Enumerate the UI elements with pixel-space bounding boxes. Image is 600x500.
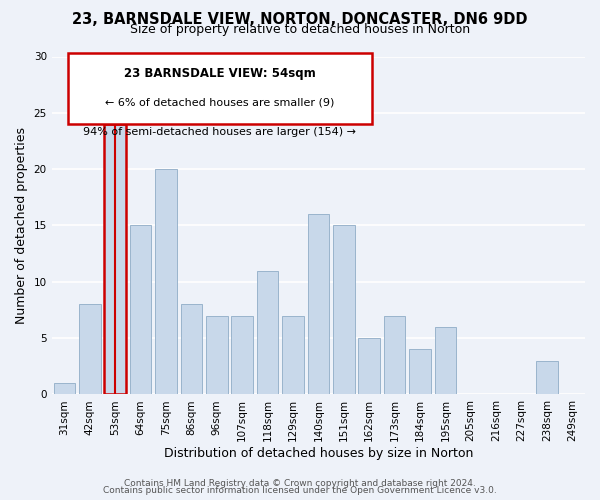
FancyBboxPatch shape bbox=[68, 53, 371, 124]
Bar bbox=[384, 316, 406, 394]
Bar bbox=[79, 304, 101, 394]
Bar bbox=[536, 360, 557, 394]
Bar bbox=[206, 316, 227, 394]
Text: Contains public sector information licensed under the Open Government Licence v3: Contains public sector information licen… bbox=[103, 486, 497, 495]
Bar bbox=[104, 124, 126, 394]
Bar bbox=[409, 350, 431, 395]
Bar bbox=[358, 338, 380, 394]
Y-axis label: Number of detached properties: Number of detached properties bbox=[15, 127, 28, 324]
Bar bbox=[155, 169, 177, 394]
Text: 23 BARNSDALE VIEW: 54sqm: 23 BARNSDALE VIEW: 54sqm bbox=[124, 66, 316, 80]
Bar bbox=[257, 270, 278, 394]
Bar bbox=[130, 226, 151, 394]
Bar bbox=[434, 327, 456, 394]
Text: Size of property relative to detached houses in Norton: Size of property relative to detached ho… bbox=[130, 24, 470, 36]
Text: Contains HM Land Registry data © Crown copyright and database right 2024.: Contains HM Land Registry data © Crown c… bbox=[124, 478, 476, 488]
Bar bbox=[333, 226, 355, 394]
Text: ← 6% of detached houses are smaller (9): ← 6% of detached houses are smaller (9) bbox=[105, 97, 334, 107]
Bar bbox=[181, 304, 202, 394]
Bar bbox=[53, 383, 75, 394]
Bar bbox=[282, 316, 304, 394]
Bar bbox=[232, 316, 253, 394]
Text: 94% of semi-detached houses are larger (154) →: 94% of semi-detached houses are larger (… bbox=[83, 128, 356, 138]
Bar bbox=[308, 214, 329, 394]
X-axis label: Distribution of detached houses by size in Norton: Distribution of detached houses by size … bbox=[164, 447, 473, 460]
Text: 23, BARNSDALE VIEW, NORTON, DONCASTER, DN6 9DD: 23, BARNSDALE VIEW, NORTON, DONCASTER, D… bbox=[72, 12, 528, 28]
